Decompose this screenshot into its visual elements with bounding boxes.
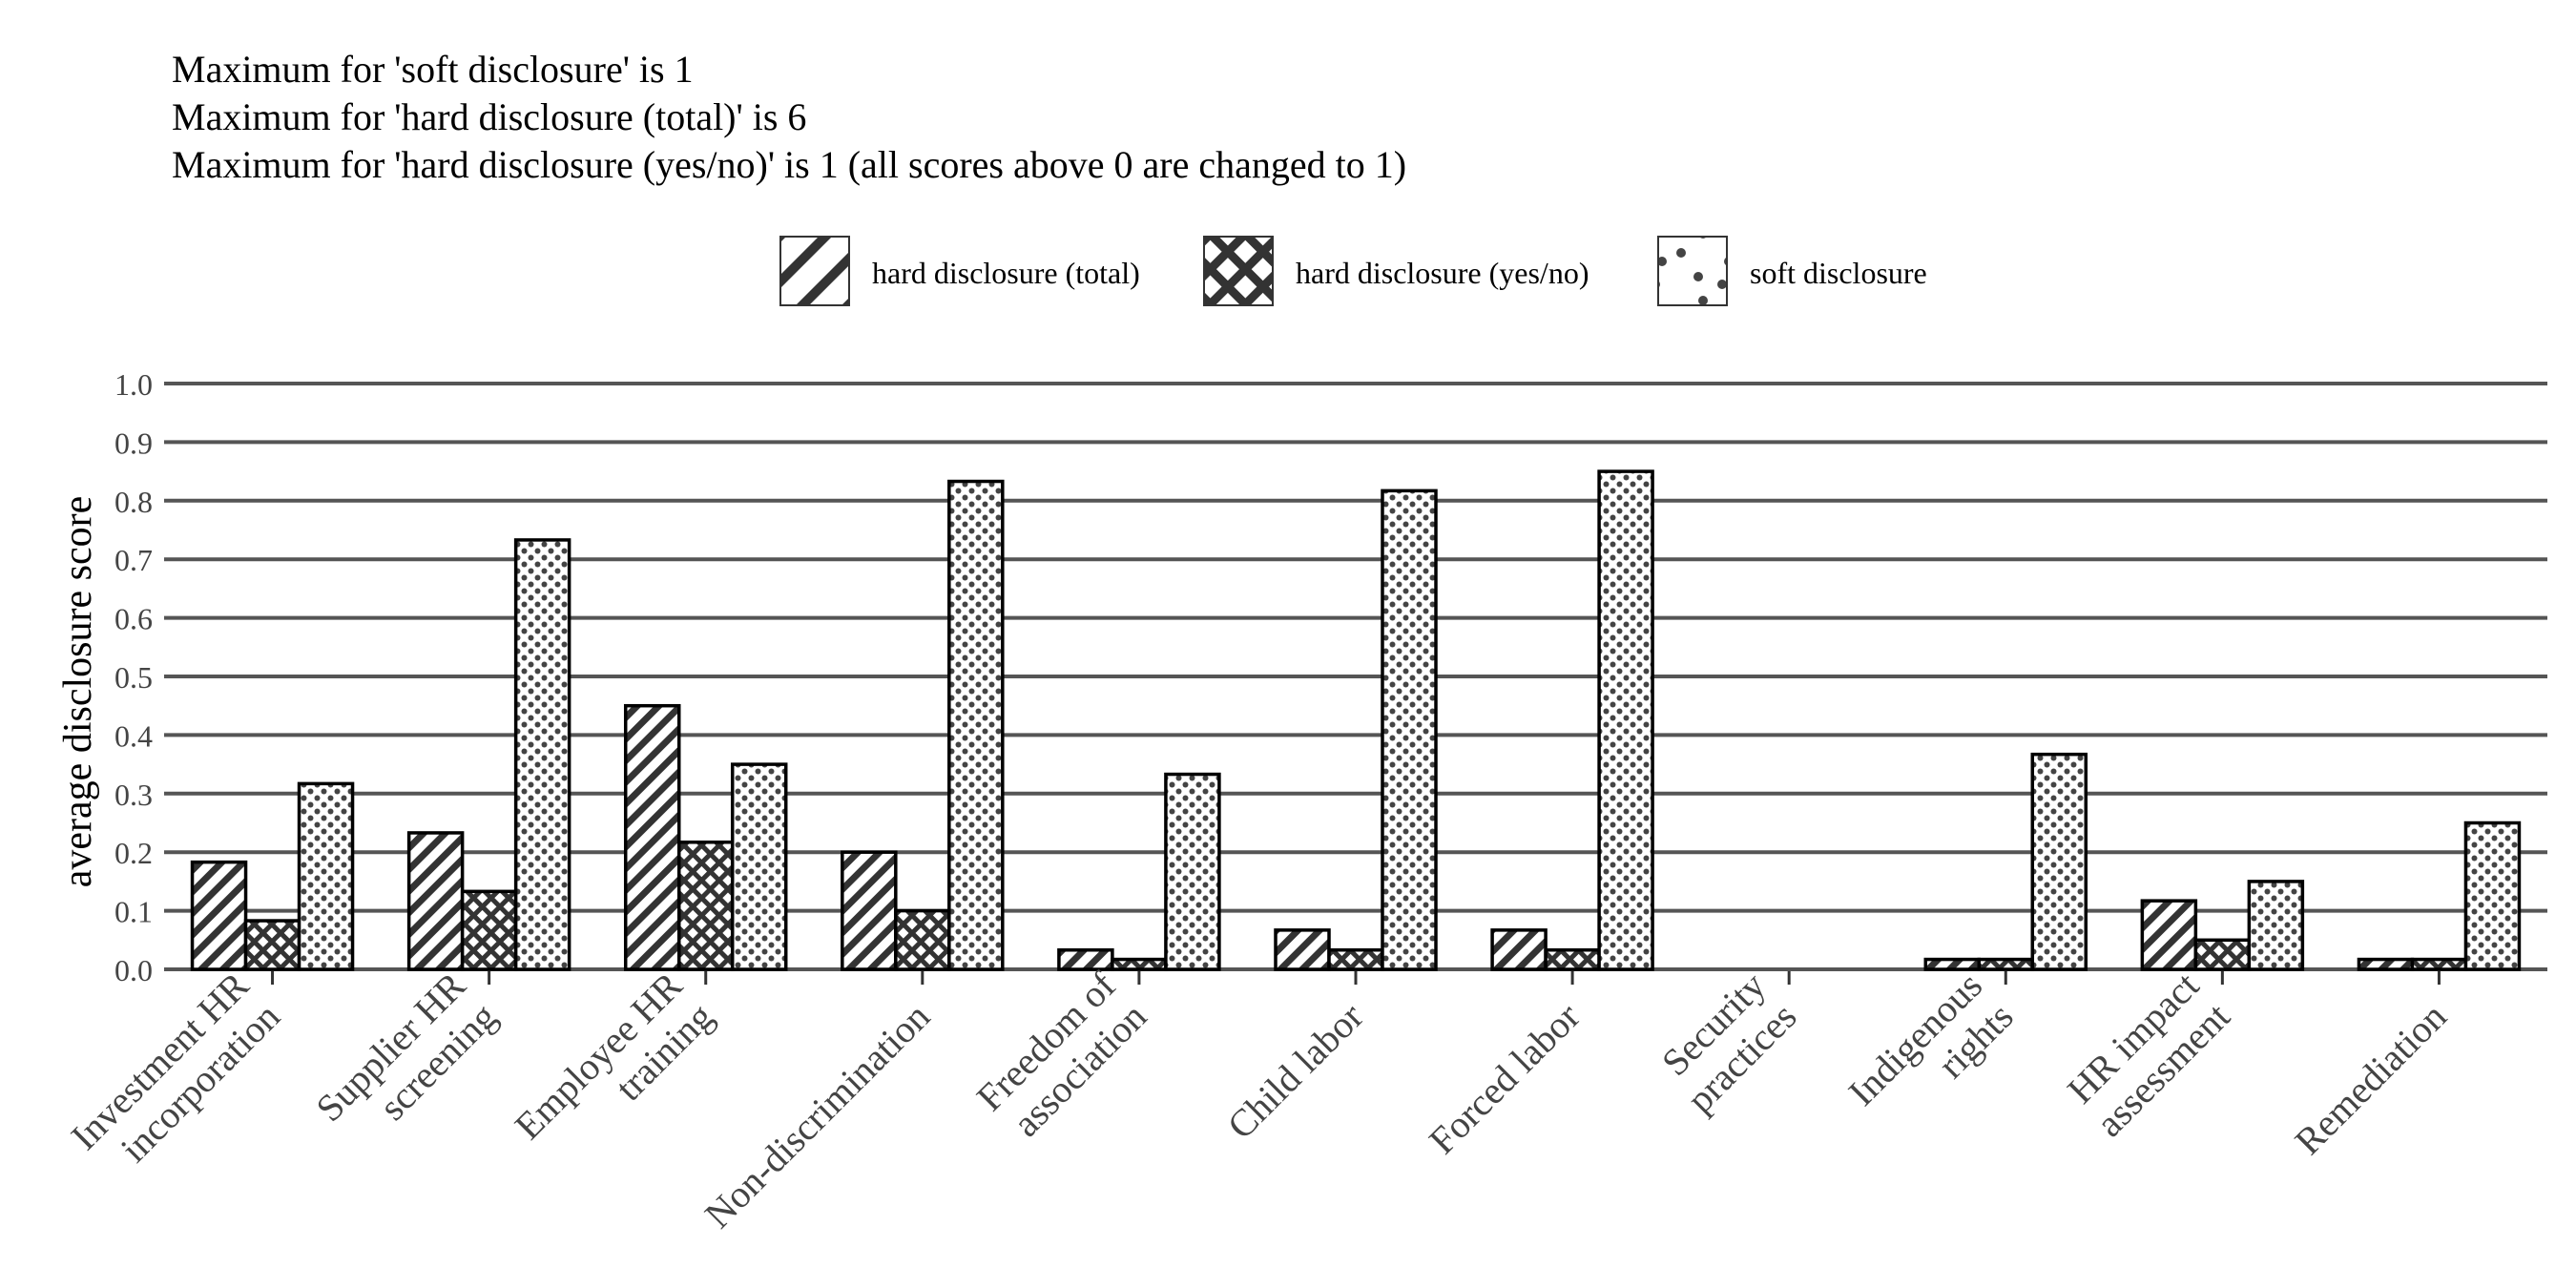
legend: hard disclosure (total) hard disclosure (… <box>779 236 1927 306</box>
bar-1-3 <box>894 908 951 971</box>
bar-2-1 <box>513 538 571 971</box>
x-tick-label: Securitypractices <box>1648 964 1805 1121</box>
bar-0-4 <box>1057 947 1114 971</box>
note-soft-max: Maximum for 'soft disclosure' is 1 <box>172 48 694 91</box>
bar-2-3 <box>947 479 1005 971</box>
bar-1-1 <box>460 889 518 971</box>
x-tick-label: HR impactassessment <box>2057 964 2238 1145</box>
x-tick-label: Non-discrimination <box>696 995 938 1236</box>
legend-label: soft disclosure <box>1750 256 1927 290</box>
x-tick-label: Child labor <box>1218 995 1371 1148</box>
bar-0-10 <box>2357 957 2415 971</box>
y-tick-label: 0.4 <box>114 718 153 753</box>
y-tick-label: 0.2 <box>114 836 153 870</box>
legend-label: hard disclosure (yes/no) <box>1296 256 1589 290</box>
y-tick-label: 0.9 <box>114 426 153 460</box>
bar-1-2 <box>676 841 735 971</box>
y-tick-label: 0.6 <box>114 602 153 636</box>
bar-1-10 <box>2410 957 2468 971</box>
y-tick-label: 0.3 <box>114 778 153 812</box>
y-tick-label: 1.0 <box>114 367 153 402</box>
y-tick-label: 0.0 <box>114 953 153 987</box>
bar-0-6 <box>1490 928 1548 971</box>
x-axis-ticks: Investment HRincorporation Supplier HRscr… <box>63 964 2455 1236</box>
x-tick-label: Remediation <box>2286 995 2454 1163</box>
y-tick-label: 0.7 <box>114 543 153 577</box>
bar-0-0 <box>190 860 248 971</box>
bar-0-9 <box>2140 899 2198 971</box>
x-tick-label: Supplier HRscreening <box>307 964 505 1161</box>
x-tick-label: Employee HRtraining <box>507 964 722 1179</box>
y-axis-ticks: 0.0 0.1 0.2 0.3 0.4 0.5 0.6 0.7 0.8 0.9 1.0 <box>114 367 153 987</box>
y-axis-label: average disclosure score <box>56 496 100 887</box>
bar-1-5 <box>1327 947 1384 971</box>
bar-1-9 <box>2193 938 2252 971</box>
y-tick-label: 0.8 <box>114 485 153 519</box>
bar-0-3 <box>841 850 898 971</box>
bar-0-8 <box>1923 957 1982 971</box>
bar-0-1 <box>406 831 465 971</box>
y-tick-label: 0.1 <box>114 895 153 929</box>
bar-0-5 <box>1274 928 1331 971</box>
bar-2-0 <box>297 781 355 971</box>
bar-2-6 <box>1597 469 1654 971</box>
x-tick-label: Freedom ofassociation <box>968 964 1155 1151</box>
x-tick-label: Indigenousrights <box>1840 964 2022 1145</box>
bar-2-9 <box>2247 880 2305 971</box>
bar-0-2 <box>623 703 681 971</box>
legend-swatch <box>1657 236 1728 306</box>
x-tick-label: Investment HRincorporation <box>63 964 289 1190</box>
legend-swatch <box>779 236 850 306</box>
legend-label: hard disclosure (total) <box>872 256 1140 290</box>
y-tick-label: 0.5 <box>114 660 153 695</box>
bar-1-8 <box>1977 957 2035 971</box>
chart-notes: Maximum for 'soft disclosure' is 1 Maxim… <box>172 46 1406 189</box>
bar-1-6 <box>1544 947 1601 971</box>
bar-2-10 <box>2463 821 2522 971</box>
bar-2-5 <box>1381 488 1438 971</box>
bar-2-2 <box>730 762 788 971</box>
note-hard-total-max: Maximum for 'hard disclosure (total)' is… <box>172 95 807 138</box>
bar-1-4 <box>1111 957 1168 971</box>
bars <box>190 469 2522 971</box>
bar-2-4 <box>1164 772 1221 971</box>
x-tick-label: Forced labor <box>1421 995 1589 1163</box>
legend-swatch <box>1203 236 1274 306</box>
note-hard-yesno-max: Maximum for 'hard disclosure (yes/no)' i… <box>172 143 1407 186</box>
bar-2-8 <box>2030 752 2088 971</box>
bar-1-0 <box>243 919 301 971</box>
